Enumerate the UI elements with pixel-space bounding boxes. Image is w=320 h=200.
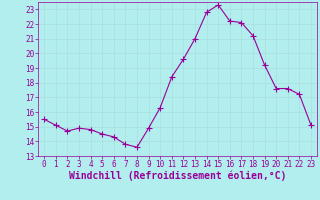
X-axis label: Windchill (Refroidissement éolien,°C): Windchill (Refroidissement éolien,°C) xyxy=(69,171,286,181)
